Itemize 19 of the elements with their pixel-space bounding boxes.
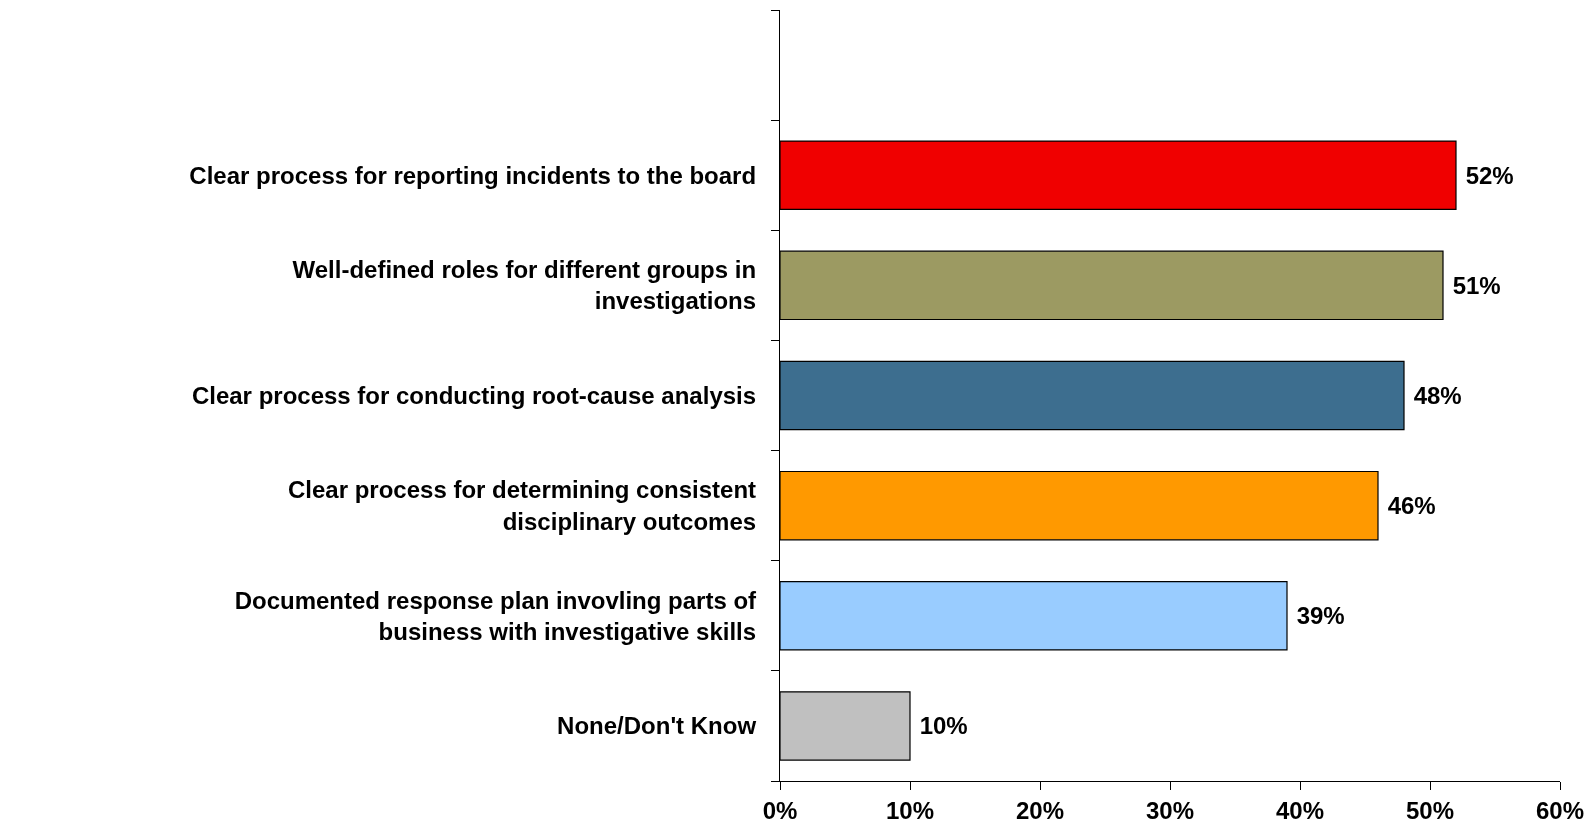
data-label: 48% bbox=[1407, 382, 1462, 409]
x-tick-label: 40% bbox=[1275, 796, 1325, 824]
data-label: 39% bbox=[1290, 602, 1345, 630]
y-tick-label: Clear process for determining consistent disciplinary outcomes bbox=[287, 476, 757, 535]
x-tick-label: 60% bbox=[1535, 796, 1585, 824]
data-label: 10% bbox=[913, 712, 968, 740]
data-label: 51% bbox=[1446, 271, 1501, 299]
y-tick-label: Clear process for conducting root-cause analysis bbox=[191, 381, 757, 409]
x-tick-label: 30% bbox=[1145, 796, 1195, 824]
x-tick-label: 10% bbox=[885, 796, 935, 824]
y-tick-label: Clear process for reporting incidents to the board bbox=[189, 161, 757, 189]
y-tick-label: None/Don't Know bbox=[557, 712, 757, 740]
x-tick-label: 0% bbox=[762, 796, 798, 824]
x-tick-label: 20% bbox=[1015, 796, 1065, 824]
y-tick-label: Documented response plan invovling parts of business with investigative skills bbox=[234, 586, 758, 645]
y-tick-label: Well-defined roles for different groups in investigations bbox=[292, 256, 757, 315]
data-label: 52% bbox=[1459, 161, 1514, 189]
x-tick-label: 50% bbox=[1405, 796, 1455, 824]
data-label: 46% bbox=[1381, 492, 1436, 520]
